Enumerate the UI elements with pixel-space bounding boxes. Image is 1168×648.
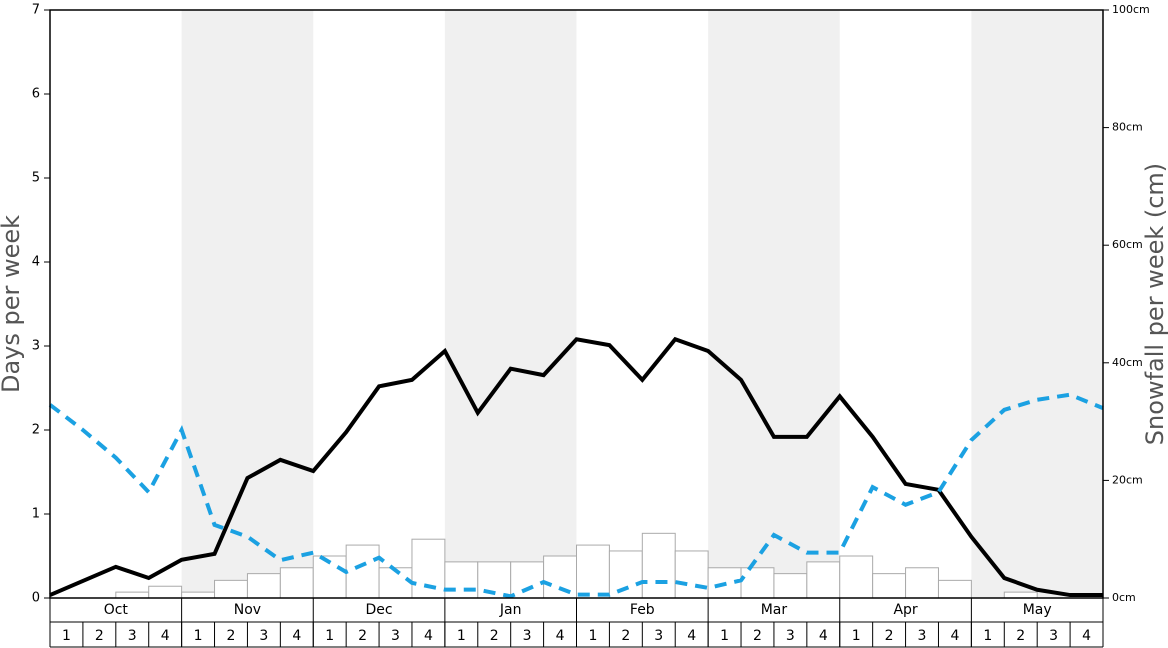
y-axis-label: Days per week (0, 215, 25, 393)
bar (872, 573, 907, 599)
y2-axis-label: Snowfall per week (cm) (1141, 163, 1168, 445)
week-label: 4 (1082, 628, 1091, 644)
week-label: 2 (753, 628, 762, 644)
week-label: 1 (325, 628, 334, 644)
week-label: 4 (161, 628, 170, 644)
week-label: 3 (1049, 628, 1058, 644)
bar (411, 538, 446, 599)
bar (839, 555, 874, 599)
month-shade (708, 10, 840, 598)
bar (937, 579, 972, 599)
week-label: 3 (391, 628, 400, 644)
week-label: 2 (490, 628, 499, 644)
week-label: 3 (523, 628, 532, 644)
y2-tick-label: 20cm (1112, 473, 1143, 486)
bar (543, 555, 577, 599)
week-label: 3 (918, 628, 927, 644)
y-tick-label: 6 (32, 87, 40, 102)
bar (115, 591, 150, 599)
y2-tick-label: 100cm (1112, 3, 1150, 16)
week-label: 4 (424, 628, 433, 644)
bar (740, 567, 775, 599)
y-tick-label: 3 (32, 339, 40, 354)
bar (674, 550, 709, 599)
month-label: Feb (630, 602, 655, 618)
week-label: 1 (62, 628, 71, 644)
bar (905, 567, 939, 599)
week-label: 3 (259, 628, 268, 644)
bar (444, 561, 479, 599)
week-label: 1 (457, 628, 466, 644)
bar (1003, 591, 1038, 599)
bar (773, 573, 808, 599)
week-label: 2 (885, 628, 894, 644)
bar (148, 585, 183, 599)
month-label: Oct (104, 602, 129, 618)
background-layer (181, 10, 1103, 598)
week-label: 2 (95, 628, 104, 644)
month-label: Dec (366, 602, 393, 618)
series-line (48, 392, 1104, 599)
bar (576, 544, 610, 599)
week-label: 4 (556, 628, 565, 644)
bar (246, 573, 281, 599)
y2-tick-label: 80cm (1112, 121, 1143, 134)
week-label: 4 (687, 628, 696, 644)
y-tick-label: 2 (32, 423, 40, 438)
bar (806, 561, 841, 599)
y-tick-label: 7 (32, 3, 40, 18)
month-shade (444, 10, 577, 598)
week-label: 3 (786, 628, 795, 644)
month-label: Mar (761, 602, 788, 618)
week-label: 3 (654, 628, 663, 644)
y2-tick-label: 60cm (1112, 238, 1143, 251)
y-tick-label: 0 (32, 591, 40, 606)
week-label: 4 (819, 628, 828, 644)
y2-tick-label: 40cm (1112, 356, 1143, 369)
bar (608, 550, 643, 599)
month-label: May (1023, 602, 1052, 618)
bar (510, 561, 545, 599)
week-label: 1 (194, 628, 203, 644)
bar (279, 567, 314, 599)
series-line (49, 336, 1103, 598)
week-label: 1 (983, 628, 992, 644)
month-shade (181, 10, 314, 598)
week-label: 2 (1016, 628, 1025, 644)
y-tick-label: 1 (32, 507, 40, 522)
y-tick-label: 5 (32, 171, 40, 186)
week-label: 2 (358, 628, 367, 644)
week-label: 1 (720, 628, 729, 644)
week-label: 2 (227, 628, 236, 644)
bar (181, 591, 216, 599)
week-label: 1 (852, 628, 861, 644)
month-shade (971, 10, 1103, 598)
bar (641, 532, 676, 599)
bar (378, 567, 413, 599)
month-label: Nov (234, 602, 261, 618)
week-label: 4 (292, 628, 301, 644)
bar (214, 579, 248, 599)
y-tick-label: 4 (32, 255, 40, 270)
y2-tick-label: 0cm (1112, 591, 1136, 604)
week-label: 1 (588, 628, 597, 644)
bar (345, 544, 380, 599)
month-label: Apr (893, 602, 917, 618)
week-label: 3 (128, 628, 137, 644)
month-label: Jan (499, 602, 522, 618)
week-label: 2 (621, 628, 630, 644)
week-label: 4 (950, 628, 959, 644)
